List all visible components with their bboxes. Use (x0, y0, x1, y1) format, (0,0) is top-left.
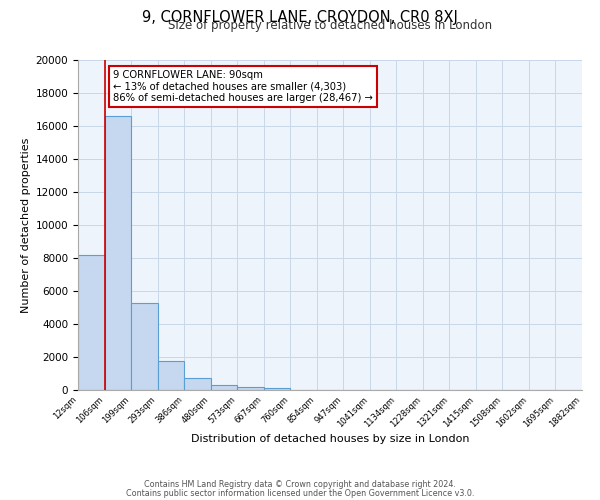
Bar (263, 388, 290, 390)
Text: 9 CORNFLOWER LANE: 90sqm
← 13% of detached houses are smaller (4,303)
86% of sem: 9 CORNFLOWER LANE: 90sqm ← 13% of detach… (113, 70, 373, 103)
Bar (104, 116, 131, 390)
Bar (237, 386, 263, 390)
Text: 9, CORNFLOWER LANE, CROYDON, CR0 8XJ: 9, CORNFLOWER LANE, CROYDON, CR0 8XJ (142, 10, 458, 25)
Title: Size of property relative to detached houses in London: Size of property relative to detached ho… (168, 20, 492, 32)
Bar (131, 302, 158, 390)
Text: Contains public sector information licensed under the Open Government Licence v3: Contains public sector information licen… (126, 488, 474, 498)
Bar (211, 385, 237, 390)
Text: Contains HM Land Registry data © Crown copyright and database right 2024.: Contains HM Land Registry data © Crown c… (144, 480, 456, 489)
Bar (158, 361, 184, 390)
Bar (184, 378, 211, 390)
Bar (78, 254, 104, 390)
Y-axis label: Number of detached properties: Number of detached properties (22, 138, 31, 312)
X-axis label: Distribution of detached houses by size in London: Distribution of detached houses by size … (191, 434, 469, 444)
